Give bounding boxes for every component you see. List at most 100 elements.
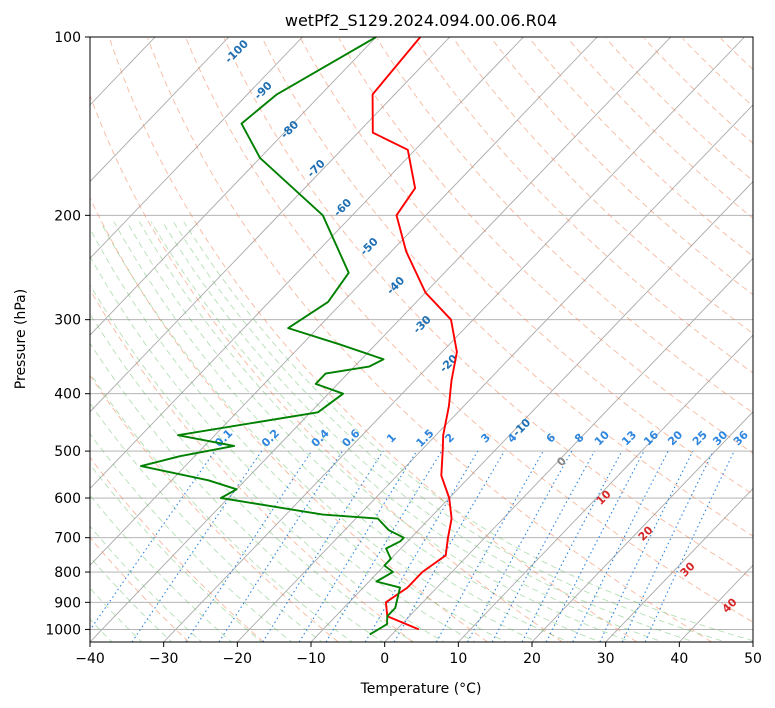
mixing-ratio-line: [491, 450, 595, 642]
isotherm-line: [90, 37, 451, 413]
moist-adiabat-line: [90, 312, 417, 642]
x-tick-label: −40: [75, 651, 105, 667]
dry-adiabat-line: [605, 38, 753, 182]
isotherm-line: [0, 37, 8, 642]
isotherm-line: [90, 37, 672, 642]
y-axis-ticks: 100 200 300 400 500 600 700 800 900 1000: [45, 30, 90, 638]
isotherm-line: [752, 641, 753, 642]
isotherm-line: [237, 104, 753, 642]
dry-adiabat-line: [147, 38, 712, 642]
dry-adiabat-line: [529, 38, 753, 257]
isopleth-label: 3: [478, 431, 493, 446]
dry-adiabat-line: [90, 456, 264, 642]
dry-adiabat-lines: [90, 38, 775, 643]
isopleth-label: 2: [442, 431, 457, 446]
moist-adiabat-line: [90, 342, 386, 642]
sounding-line: [140, 37, 405, 636]
mixing-ratio-line: [467, 450, 573, 642]
moist-adiabat-line: [113, 221, 573, 642]
moist-adiabat-line: [172, 221, 732, 642]
dry-adiabat-line: [567, 38, 753, 219]
mixing-ratio-line: [572, 450, 669, 642]
y-tick-label: 100: [54, 30, 81, 46]
moist-adiabat-line: [90, 372, 356, 642]
mixing-ratio-lines: [90, 450, 735, 642]
x-tick-label: 0: [380, 651, 389, 667]
y-tick-label: 900: [54, 595, 81, 611]
dry-adiabat-line: [682, 38, 753, 107]
chart-title: wetPf2_S129.2024.094.00.06.R04: [285, 11, 557, 31]
isopleth-label: -30: [411, 313, 434, 336]
moist-adiabat-line: [90, 402, 325, 642]
dry-adiabat-line: [491, 38, 753, 296]
isopleth-label: -40: [384, 274, 407, 297]
isopleth-label: 8: [572, 431, 587, 446]
moist-adiabat-line: [90, 433, 295, 642]
y-tick-label: 400: [54, 387, 81, 403]
mixing-ratio-line: [185, 450, 313, 642]
mixing-ratio-line: [298, 450, 418, 642]
moist-adiabat-line: [100, 221, 542, 642]
isotherm-line: [90, 37, 598, 566]
isopleth-label: -80: [278, 118, 301, 141]
moist-adiabat-line: [138, 221, 637, 642]
mixing-ratio-line: [364, 450, 479, 642]
moist-adiabat-line: [162, 221, 700, 642]
mixing-ratio-line: [599, 450, 694, 642]
y-tick-label: 800: [54, 565, 81, 581]
mixing-ratio-line: [262, 450, 384, 642]
dry-adiabat-line: [90, 288, 414, 642]
isopleth-label: 30: [710, 428, 730, 448]
dry-adiabat-line: [759, 39, 775, 643]
mixing-ratio-line: [325, 450, 443, 642]
dry-adiabat-line: [338, 38, 753, 454]
y-axis-label: Pressure (hPa): [13, 289, 29, 389]
y-tick-label: 600: [54, 491, 81, 507]
isopleth-label: 20: [636, 523, 656, 543]
mixing-ratio-line: [131, 450, 263, 642]
isopleth-label: 0: [554, 454, 569, 469]
y-tick-label: 500: [54, 444, 81, 460]
y-tick-label: 200: [54, 208, 81, 224]
dry-adiabat-line: [453, 38, 753, 335]
isopleth-labels: 0.1 0.2 0.4 0.6 1 1.5 2 3 4 6 8 10 13 16 20 25 30 36-100-…: [212, 37, 751, 616]
isopleth-label: -100: [222, 37, 251, 66]
isopleth-label: 16: [641, 428, 661, 448]
isopleth-label: 10: [592, 428, 612, 448]
isopleth-label: 6: [544, 431, 559, 446]
isotherm-line: [531, 411, 753, 642]
mixing-ratio-line: [218, 450, 343, 642]
x-tick-label: 30: [597, 651, 615, 667]
isopleth-label: -70: [305, 157, 328, 180]
isotherm-line: [90, 37, 230, 183]
moist-adiabat-line: [90, 587, 145, 642]
isopleth-label: 13: [619, 428, 639, 448]
moist-adiabat-line: [90, 525, 205, 642]
mixing-ratio-line: [393, 450, 505, 642]
mixing-ratio-line: [90, 450, 216, 632]
sounding-series: [140, 37, 458, 636]
y-tick-label: 700: [54, 531, 81, 547]
x-tick-label: −20: [223, 651, 253, 667]
dry-adiabat-line: [376, 38, 753, 414]
moist-adiabat-line: [126, 221, 605, 642]
dry-adiabat-line: [90, 94, 563, 642]
isopleth-label: 40: [720, 595, 740, 615]
sounding-line: [371, 37, 458, 631]
isopleth-label: 25: [690, 428, 710, 448]
isopleth-label: 0.2: [259, 427, 282, 450]
isopleth-label: 0.6: [340, 427, 363, 450]
x-tick-label: 40: [670, 651, 688, 667]
mixing-ratio-line: [545, 450, 645, 642]
dry-adiabat-line: [185, 38, 753, 623]
dry-adiabat-line: [90, 374, 339, 642]
isopleth-label: 1: [384, 431, 399, 446]
x-tick-label: 20: [523, 651, 541, 667]
mixing-ratio-line: [621, 450, 714, 642]
isotherm-line: [605, 487, 753, 642]
isopleth-label: 20: [665, 428, 685, 448]
dry-adiabat-line: [109, 38, 638, 642]
moist-adiabat-line: [183, 221, 753, 642]
x-axis-ticks: −40 −30 −20 −10 0 10 20 30 40 50: [75, 642, 762, 667]
